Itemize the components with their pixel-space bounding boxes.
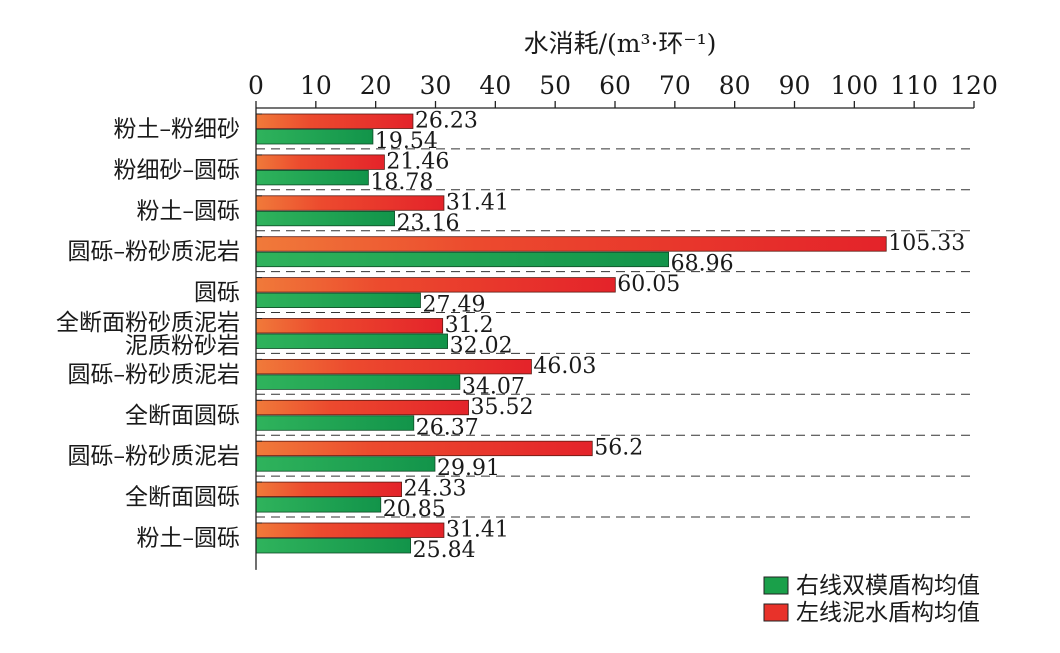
legend-swatch — [763, 603, 789, 622]
bar-left-line — [255, 522, 445, 538]
bar-right-line — [255, 129, 374, 145]
x-tick-label: 120 — [950, 71, 998, 100]
data-label-left-line: 56.2 — [594, 436, 643, 461]
labels-layer: 26.2319.54粉土–粉细砂21.4618.78粉细砂–圆砾31.4123.… — [56, 109, 965, 564]
x-tick-label: 100 — [830, 71, 878, 100]
bar-left-line — [255, 236, 887, 252]
x-axis-title: 水消耗/(m³·环⁻¹) — [524, 29, 717, 58]
bar-right-line — [255, 374, 461, 390]
category-label: 泥质粉砂岩 — [125, 333, 240, 359]
data-label-left-line: 26.23 — [415, 109, 478, 134]
category-label: 圆砾–粉砂质泥岩 — [68, 239, 241, 265]
data-label-left-line: 24.33 — [404, 477, 467, 502]
bar-left-line — [255, 440, 593, 457]
axes-layer: 0 10 20 30 40 50 60 70 80 90 100 110 120 — [248, 71, 998, 570]
data-label-right-line: 26.37 — [416, 415, 479, 440]
bar-left-line — [255, 154, 385, 170]
bar-left-line — [255, 481, 402, 498]
bars-layer — [255, 113, 887, 554]
legend-label: 左线泥水盾构均值 — [796, 600, 980, 626]
x-tick-label: 90 — [779, 71, 811, 100]
bar-right-line — [255, 538, 412, 554]
category-label: 圆砾–粉砂质泥岩 — [68, 362, 241, 388]
x-tick-label: 50 — [539, 71, 571, 100]
category-label: 粉细砂–圆砾 — [114, 157, 241, 183]
bar-left-line — [255, 277, 616, 293]
category-label: 粉土–圆砾 — [137, 525, 241, 551]
data-label-left-line: 31.2 — [445, 313, 494, 338]
bar-left-line — [255, 399, 469, 416]
x-tick-label: 80 — [719, 71, 751, 100]
x-tick-label: 10 — [300, 71, 332, 100]
data-label-left-line: 21.46 — [386, 149, 449, 174]
data-label-right-line: 32.02 — [450, 334, 513, 359]
bar-right-line — [255, 251, 670, 268]
category-label: 圆砾 — [194, 280, 240, 306]
data-label-right-line: 34.07 — [462, 374, 525, 399]
bar-right-line — [255, 292, 421, 309]
data-label-right-line: 23.16 — [397, 211, 460, 236]
x-tick-label: 70 — [659, 71, 691, 100]
data-label-right-line: 20.85 — [383, 497, 446, 522]
category-label: 圆砾–粉砂质泥岩 — [68, 444, 241, 470]
data-label-left-line: 35.52 — [471, 395, 534, 420]
bar-left-line — [255, 358, 532, 375]
bar-right-line — [255, 497, 382, 513]
x-tick-label: 60 — [599, 71, 631, 100]
data-label-right-line: 29.91 — [437, 456, 500, 481]
legend-label: 右线双模盾构均值 — [796, 573, 980, 599]
category-label: 粉土–粉细砂 — [114, 116, 241, 142]
data-label-right-line: 25.84 — [413, 538, 476, 563]
data-label-right-line: 18.78 — [370, 170, 433, 195]
x-tick-label: 30 — [420, 71, 452, 100]
data-label-right-line: 27.49 — [422, 293, 485, 318]
data-label-left-line: 105.33 — [888, 231, 965, 256]
legend-swatch — [763, 576, 789, 595]
bar-right-line — [255, 333, 448, 349]
bar-right-line — [255, 169, 369, 186]
category-label: 全断面圆砾 — [125, 403, 240, 429]
x-tick-label: 0 — [248, 71, 264, 100]
data-label-left-line: 46.03 — [533, 354, 596, 379]
bar-right-line — [255, 210, 395, 227]
data-label-right-line: 68.96 — [671, 252, 734, 277]
data-label-left-line: 31.41 — [446, 190, 509, 215]
x-tick-label: 20 — [360, 71, 392, 100]
bar-right-line — [255, 456, 436, 472]
bar-right-line — [255, 415, 415, 431]
data-label-right-line: 19.54 — [375, 129, 438, 154]
bar-left-line — [255, 195, 445, 211]
bar-left-line — [255, 113, 414, 129]
x-tick-label: 110 — [890, 71, 938, 100]
data-label-left-line: 60.05 — [617, 272, 680, 297]
bar-left-line — [255, 318, 444, 334]
category-label: 全断面圆砾 — [125, 485, 240, 511]
x-tick-label: 40 — [479, 71, 511, 100]
category-label: 全断面粉砂质泥岩 — [56, 310, 240, 336]
data-label-left-line: 31.41 — [446, 518, 509, 543]
category-label: 粉土–圆砾 — [137, 198, 241, 224]
